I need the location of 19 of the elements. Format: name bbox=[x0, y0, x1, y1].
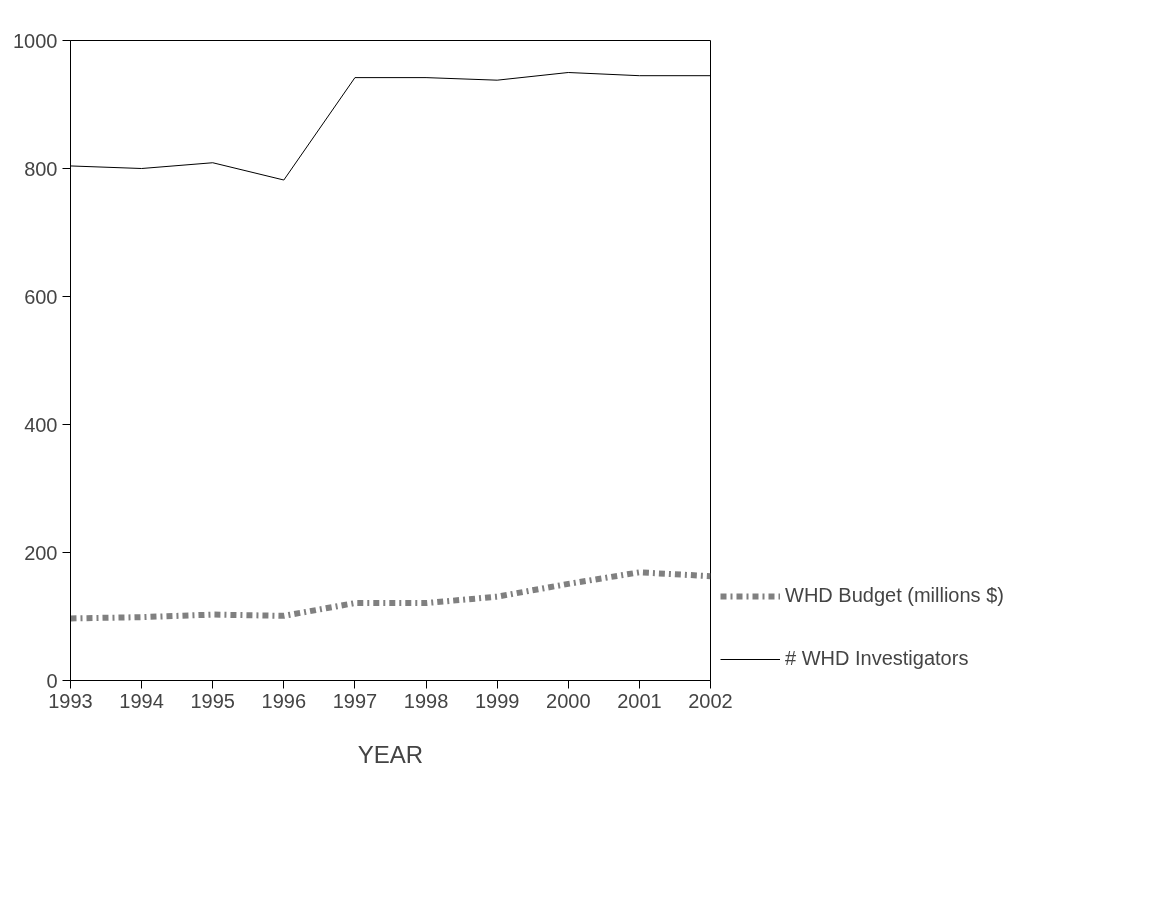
x-tick-label: 1998 bbox=[403, 689, 449, 712]
x-tick-label: 2002 bbox=[688, 689, 733, 712]
x-tick-label: 2000 bbox=[546, 689, 591, 712]
legend-label: # WHD Investigators bbox=[785, 647, 969, 670]
y-tick-label: 200 bbox=[24, 541, 58, 564]
x-tick-label: 1999 bbox=[474, 689, 520, 712]
y-tick-label: 1000 bbox=[13, 29, 58, 52]
y-tick-label: 400 bbox=[24, 413, 58, 436]
x-tick-label: 1995 bbox=[190, 689, 235, 712]
x-tick-label: 1993 bbox=[48, 689, 93, 712]
x-axis-title: YEAR bbox=[357, 740, 424, 768]
x-tick-label: 2001 bbox=[617, 689, 662, 712]
legend-label: WHD Budget (millions $) bbox=[785, 584, 1004, 607]
x-tick-label: 1997 bbox=[332, 689, 378, 712]
y-tick-label: 0 bbox=[46, 669, 58, 692]
y-tick-label: 800 bbox=[24, 157, 58, 180]
y-tick-label: 600 bbox=[24, 285, 58, 308]
x-tick-label: 1994 bbox=[119, 689, 164, 712]
x-tick-label: 1996 bbox=[261, 689, 307, 712]
